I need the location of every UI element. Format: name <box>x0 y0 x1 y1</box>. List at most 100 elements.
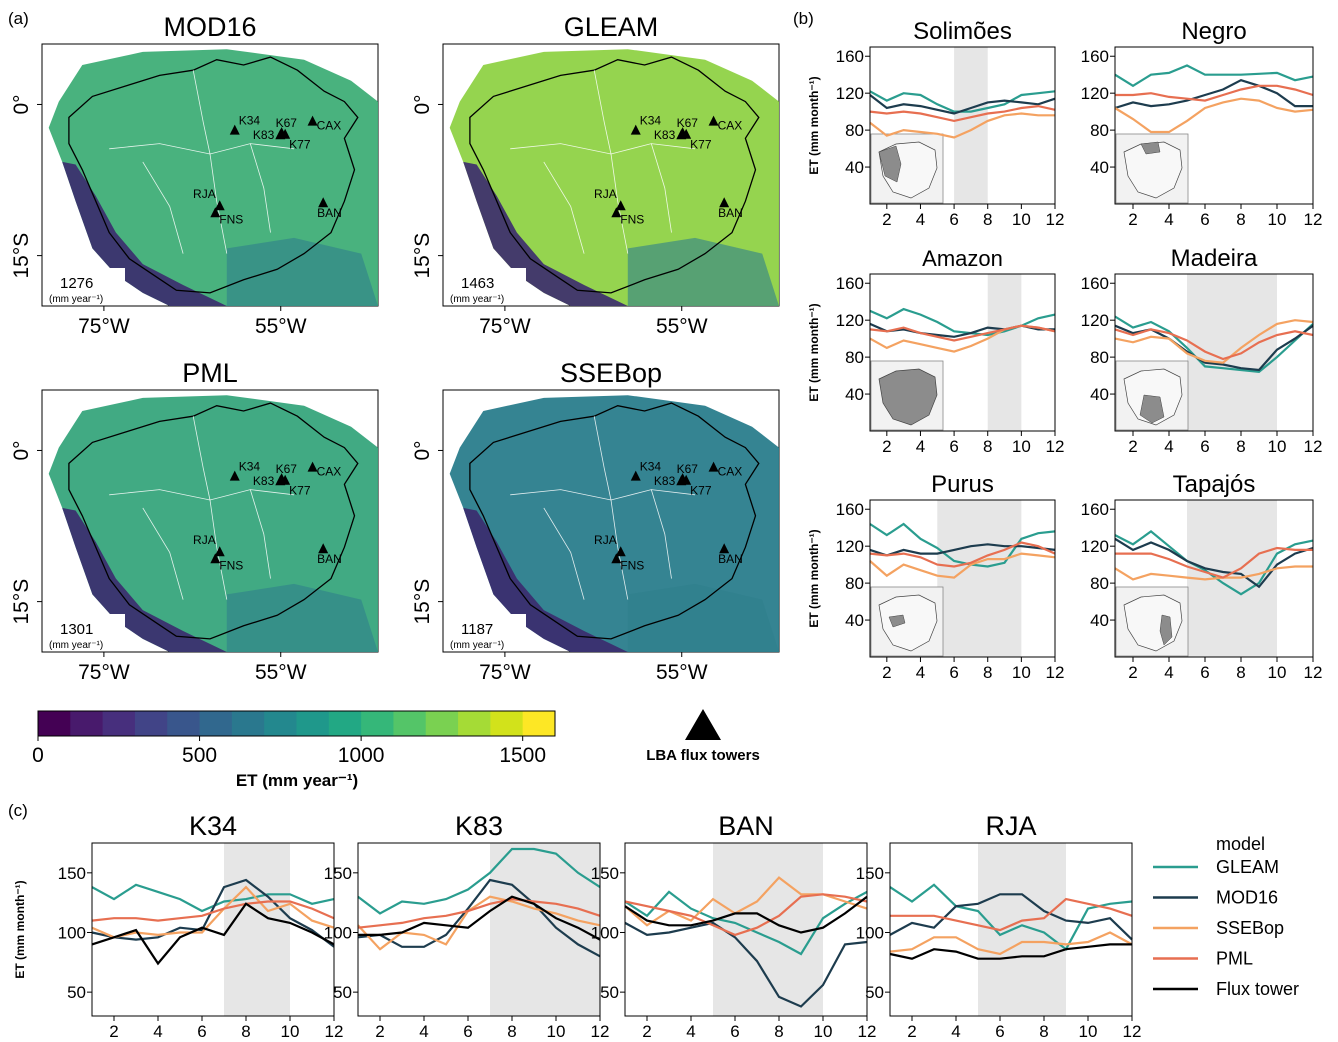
tower-marker-k34 <box>630 124 641 135</box>
chart-negro: Negro 40 80 120 160 2 4 6 8 10 12 <box>1081 18 1323 229</box>
tower-label-ban: BAN <box>317 206 342 220</box>
tower-label-k83: K83 <box>253 128 275 142</box>
xtick-label: 10 <box>1268 210 1287 229</box>
tower-marker-cax <box>708 461 719 472</box>
map-title: PML <box>182 358 238 388</box>
series-line-gleam <box>889 883 1133 951</box>
xtick-label: 12 <box>1123 1022 1142 1041</box>
sub-basin-line <box>593 416 629 600</box>
inset-highlight <box>888 614 906 628</box>
tower-marker-ban <box>318 197 329 208</box>
map-xtick-label: 55°W <box>656 315 708 338</box>
tower-label-rja: RJA <box>193 533 216 547</box>
tower-label-k67: K67 <box>276 116 298 130</box>
ytick-label: 80 <box>845 121 864 140</box>
xtick-label: 8 <box>1236 210 1245 229</box>
ytick-label: 160 <box>1081 500 1109 519</box>
tower-label-k77: K77 <box>690 138 712 152</box>
tower-marker-k34 <box>630 470 641 481</box>
chart-tapajos: Tapajós 40 80 120 160 2 4 6 8 10 12 <box>1081 471 1323 682</box>
ytick-label: 80 <box>1090 348 1109 367</box>
tower-label-k67: K67 <box>677 116 699 130</box>
sub-basin-line <box>593 70 629 254</box>
ytick-label: 40 <box>1090 385 1109 404</box>
xtick-label: 4 <box>916 210 925 229</box>
dry-season-shading <box>978 843 1066 1016</box>
sub-basin-line <box>650 489 672 579</box>
xtick-label: 8 <box>1039 1022 1048 1041</box>
mean-value-box <box>45 614 125 650</box>
tower-marker-ban <box>318 543 329 554</box>
series-line-mod16 <box>357 878 601 958</box>
series-line-gleam <box>357 847 601 915</box>
series-line-mod16 <box>869 543 1056 557</box>
series-line-gleam <box>1114 530 1314 596</box>
chart-frame <box>1114 273 1314 432</box>
xtick-label: 8 <box>1236 663 1245 682</box>
series-line-mod16 <box>624 921 868 1008</box>
ytick-label: 150 <box>58 864 86 883</box>
mean-value-box <box>45 268 125 304</box>
inset-highlight <box>1140 141 1161 155</box>
ytick-label: 80 <box>845 574 864 593</box>
chart-k83: K83 50 100 150 2 4 6 8 10 12 <box>324 811 610 1041</box>
colorbar-segment <box>490 711 524 736</box>
colorbar-tick-label: 1500 <box>499 744 546 767</box>
inset-highlight <box>878 145 902 183</box>
map-title: MOD16 <box>163 12 256 42</box>
xtick-label: 4 <box>916 437 925 456</box>
colorbar-segment <box>231 711 265 736</box>
tower-marker-cax <box>708 115 719 126</box>
xtick-label: 10 <box>814 1022 833 1041</box>
xtick-label: 12 <box>1304 437 1323 456</box>
colorbar-segment <box>393 711 427 736</box>
map-mean-unit: (mm year⁻¹) <box>450 640 504 651</box>
colorbar-segment <box>458 711 491 736</box>
xtick-label: 6 <box>463 1022 472 1041</box>
map-mean-value: 1463 <box>461 275 494 292</box>
ytick-label: 160 <box>836 274 864 293</box>
xtick-label: 6 <box>730 1022 739 1041</box>
xtick-label: 10 <box>1079 1022 1098 1041</box>
series-line-pml <box>1115 84 1314 102</box>
map-andes-region <box>463 161 628 306</box>
map-ytick-label: 0° <box>411 440 434 460</box>
series-line-gleam <box>624 890 868 956</box>
panel-label-b: (b) <box>793 9 814 28</box>
tower-label-k77: K77 <box>289 138 311 152</box>
tower-label-cax: CAX <box>718 465 743 479</box>
dry-season-shading <box>1187 274 1277 431</box>
series-line-flux-tower <box>889 943 1132 960</box>
colorbar: 0 500 1000 1500 <box>32 710 556 767</box>
legend-label: PML <box>1216 949 1253 969</box>
series-line-pml <box>890 897 1133 932</box>
ytick-label: 50 <box>333 983 352 1002</box>
xtick-label: 10 <box>1268 663 1287 682</box>
series-line-ssebop <box>869 112 1055 139</box>
series-line-mod16 <box>1114 79 1313 110</box>
series-line-flux-tower <box>358 895 601 941</box>
colorbar-segment <box>328 711 362 736</box>
mean-value-box <box>446 268 526 304</box>
chart-frame <box>889 842 1133 1017</box>
sub-basin-line <box>142 161 184 254</box>
series-line-ssebop <box>91 885 335 939</box>
series-line-ssebop <box>1114 97 1314 134</box>
ytick-label: 120 <box>1081 537 1109 556</box>
tower-label-cax: CAX <box>317 119 342 133</box>
chart-frame <box>1114 499 1314 658</box>
xtick-label: 8 <box>983 437 992 456</box>
ytick-label: 120 <box>836 537 864 556</box>
tower-marker-cax <box>307 461 318 472</box>
chart-title: RJA <box>985 811 1036 841</box>
xtick-label: 2 <box>882 437 891 456</box>
series-line-flux-tower <box>91 902 335 966</box>
xtick-label: 6 <box>949 437 958 456</box>
ytick-label: 100 <box>58 923 86 942</box>
xtick-label: 2 <box>882 663 891 682</box>
xtick-label: 10 <box>281 1022 300 1041</box>
map-ytick-label: 15°S <box>10 579 33 625</box>
inset-basin-outline <box>878 594 938 652</box>
